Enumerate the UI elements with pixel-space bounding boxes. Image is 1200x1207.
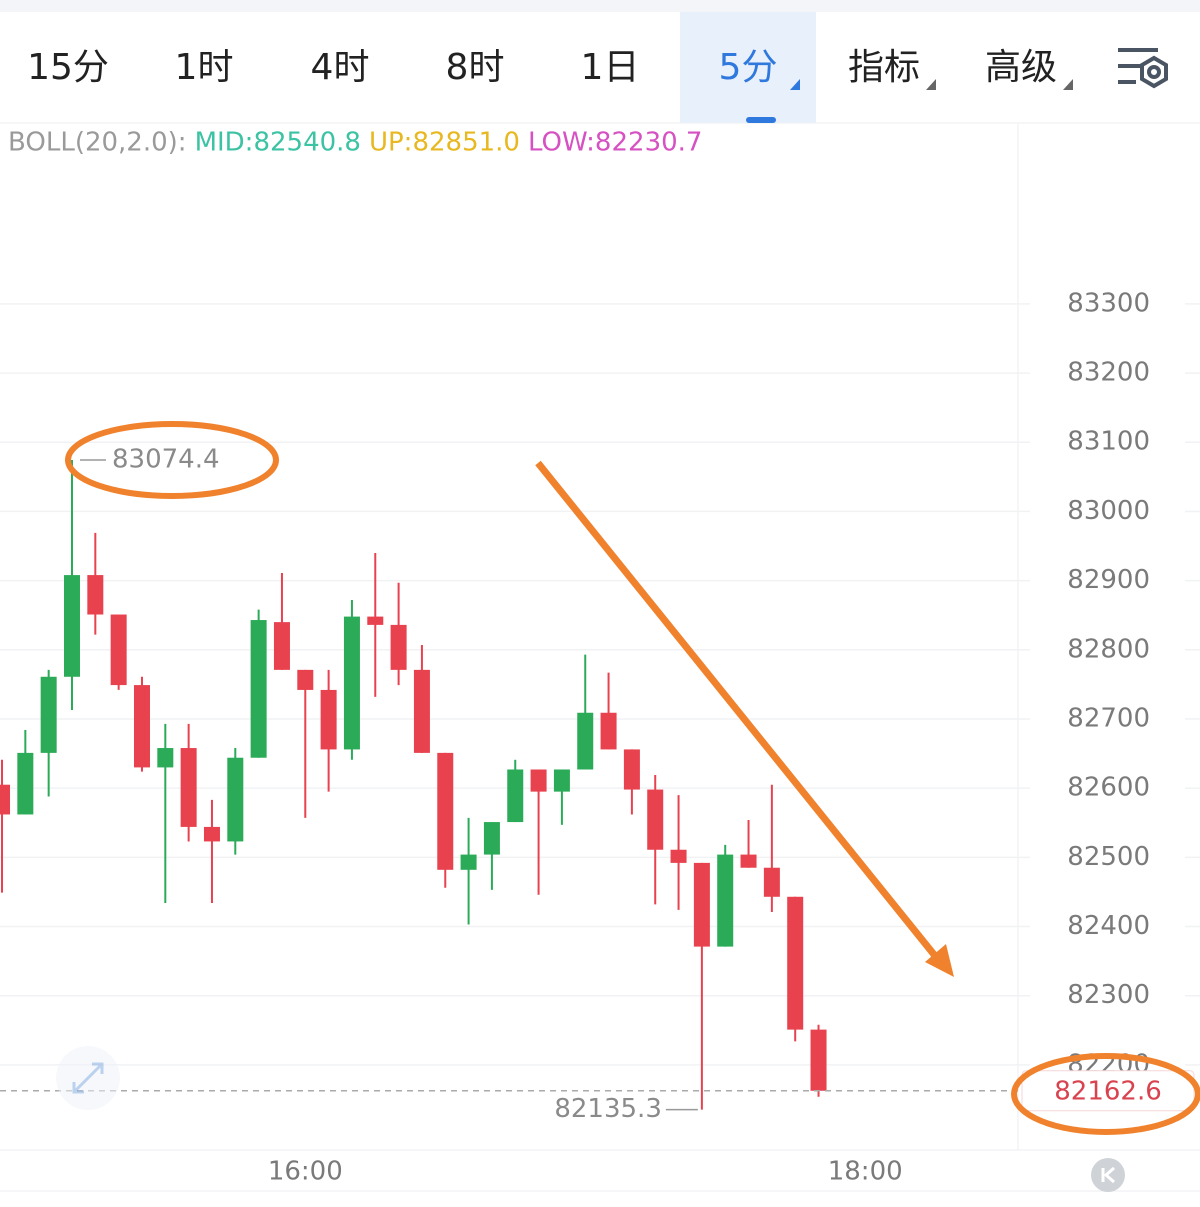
last-price-box — [1021, 1070, 1195, 1112]
candle-body — [390, 624, 407, 670]
highlight-ellipse — [65, 421, 279, 499]
y-tick-label: 83300 — [1067, 288, 1150, 318]
last-price-label: 82162.6 — [1054, 1076, 1162, 1106]
dropdown-caret — [1063, 79, 1073, 90]
y-tick-label: 82800 — [1067, 634, 1150, 664]
candle-body — [297, 669, 314, 690]
x-tick-label: 16:00 — [268, 1157, 343, 1187]
tab[interactable]: 高级 — [985, 47, 1057, 88]
candle-body — [17, 752, 34, 815]
candle-body — [647, 789, 664, 850]
settings-icon[interactable] — [1118, 48, 1168, 89]
orange-annotations — [65, 421, 1200, 1135]
tab[interactable]: 15分 — [27, 47, 109, 88]
candle-body — [367, 616, 384, 625]
candle-body — [40, 676, 57, 753]
y-tick-label: 82500 — [1067, 842, 1150, 872]
candle-body — [717, 854, 734, 947]
candle-body — [577, 712, 594, 770]
x-tick-label: 18:00 — [828, 1157, 903, 1187]
expand-icon[interactable] — [56, 1046, 120, 1110]
y-tick-label: 83100 — [1067, 427, 1150, 457]
candle-body — [273, 622, 290, 670]
active-tab-bg — [680, 12, 816, 123]
dropdown-caret — [790, 79, 800, 90]
candle-body — [787, 896, 804, 1030]
candle-body — [157, 748, 174, 768]
y-tick-label: 82600 — [1067, 773, 1150, 803]
y-tick-label: 82900 — [1067, 565, 1150, 595]
candle-body — [623, 749, 640, 790]
tab[interactable]: 指标 — [848, 47, 920, 88]
active-tab-underline — [746, 117, 776, 123]
candle-body — [483, 822, 500, 855]
candle-body — [180, 748, 197, 827]
indicator-label: BOLL(20,2.0): — [8, 128, 187, 158]
candle-body — [460, 854, 477, 870]
plot-area: 83300 83200 83100 83000 82900 82800 82700 82600… — [0, 128, 1200, 1187]
trend-arrow — [535, 460, 943, 965]
tab[interactable]: 5分 — [719, 47, 778, 88]
candle-body — [553, 769, 570, 792]
legend-entry: UP:82851.0 — [369, 128, 520, 158]
scroll-end-button[interactable] — [1091, 1158, 1125, 1192]
legend-entry: MID:82540.8 — [195, 128, 361, 158]
candle-body — [320, 689, 337, 750]
candle-body — [507, 769, 524, 823]
candle-body — [250, 620, 267, 758]
highlight-ellipse — [1011, 1053, 1200, 1135]
tab[interactable]: 8时 — [446, 47, 505, 88]
tab[interactable]: 1日 — [581, 47, 640, 88]
min-label: 82135.3 — [554, 1094, 662, 1124]
candle-body — [87, 575, 104, 615]
candle-body — [133, 685, 150, 768]
max-label: 83074.4 — [112, 444, 220, 474]
candle-body — [227, 757, 244, 842]
y-tick-label: 83000 — [1067, 496, 1150, 526]
y-tick-label: 82300 — [1067, 980, 1150, 1010]
candle-body — [530, 769, 547, 792]
candle-body — [203, 826, 220, 842]
candle-body — [63, 575, 80, 677]
candle-body — [0, 784, 11, 815]
candle-body — [413, 669, 430, 753]
candle-body — [763, 867, 780, 897]
arrow-head — [925, 944, 954, 977]
candle-body — [110, 614, 127, 686]
candle-body — [740, 854, 757, 868]
candle-body — [343, 616, 360, 750]
tab-bar: 15分 1时 4时 8时 1日 5分 指标 高级 — [27, 12, 1073, 123]
candle-body — [670, 849, 687, 863]
dropdown-caret — [926, 79, 936, 90]
status-strip — [0, 0, 1200, 12]
candle-body — [810, 1029, 827, 1091]
candle-body — [600, 712, 617, 750]
candle-body — [437, 752, 454, 870]
legend-entry: LOW:82230.7 — [528, 128, 702, 158]
y-tick-label: 83200 — [1067, 358, 1150, 388]
y-tick-label: 82700 — [1067, 703, 1150, 733]
y-tick-label: 82400 — [1067, 911, 1150, 941]
candle-body — [693, 862, 710, 947]
tab[interactable]: 4时 — [311, 47, 370, 88]
tab[interactable]: 1时 — [175, 47, 234, 88]
